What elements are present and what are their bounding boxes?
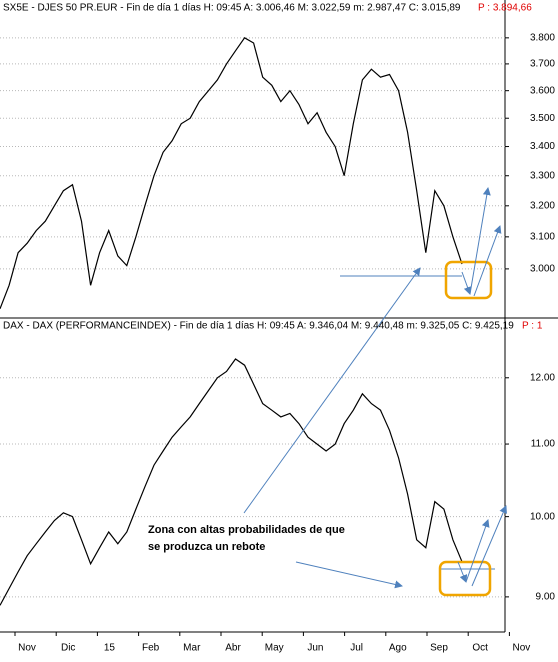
x-tick-label: 15: [104, 643, 116, 654]
x-tick-label: Jul: [350, 643, 363, 654]
y-tick-label: 3.600: [530, 85, 555, 96]
arrow: [295, 561, 403, 589]
x-tick-label: Oct: [472, 643, 488, 654]
y-tick-label: 9.00: [536, 592, 556, 603]
price-line: [0, 37, 463, 310]
price-line: [0, 358, 463, 606]
arrow: [471, 505, 507, 587]
y-tick-label: 3.400: [530, 141, 555, 152]
highlight-box: [438, 560, 492, 597]
x-tick-label: Sep: [430, 643, 448, 654]
x-tick-label: May: [265, 643, 284, 654]
y-tick-label: 10.00: [530, 511, 555, 522]
arrow: [473, 225, 502, 297]
arrow: [461, 271, 472, 295]
arrow: [243, 267, 421, 514]
x-tick-label: Dic: [61, 643, 75, 654]
annotation: se produzca un rebote: [148, 541, 265, 553]
y-tick-label: 12.00: [530, 372, 555, 383]
panel-header: DAX - DAX (PERFORMANCEINDEX) - Fin de dí…: [3, 321, 514, 332]
arrow: [465, 519, 490, 583]
arrow: [457, 561, 468, 583]
y-tick-label: 3.700: [530, 59, 555, 70]
x-tick-label: Mar: [183, 643, 201, 654]
y-tick-label: 3.100: [530, 231, 555, 242]
y-tick-label: 3.800: [530, 32, 555, 43]
panel-header-extra: P : 1: [522, 321, 543, 332]
y-tick-label: 3.200: [530, 200, 555, 211]
x-tick-label: Nov: [18, 643, 36, 654]
y-tick-label: 3.300: [530, 170, 555, 181]
x-tick-label: Abr: [225, 643, 241, 654]
panel-header: SX5E - DJES 50 PR.EUR - Fin de día 1 día…: [3, 3, 461, 14]
highlight-box: [444, 260, 493, 300]
x-tick-label: Ago: [389, 643, 407, 654]
annotation: Zona con altas probabilidades de que: [148, 524, 345, 536]
y-tick-label: 11.00: [531, 439, 556, 450]
x-tick-label: Feb: [142, 643, 160, 654]
panel-header-extra: P : 3.894,66: [478, 3, 532, 14]
y-tick-label: 3.000: [530, 264, 555, 275]
x-tick-label: Nov: [513, 643, 531, 654]
x-tick-label: Jun: [307, 643, 323, 654]
arrow: [469, 187, 491, 295]
annotations: [243, 187, 507, 597]
y-tick-label: 3.500: [530, 113, 555, 124]
